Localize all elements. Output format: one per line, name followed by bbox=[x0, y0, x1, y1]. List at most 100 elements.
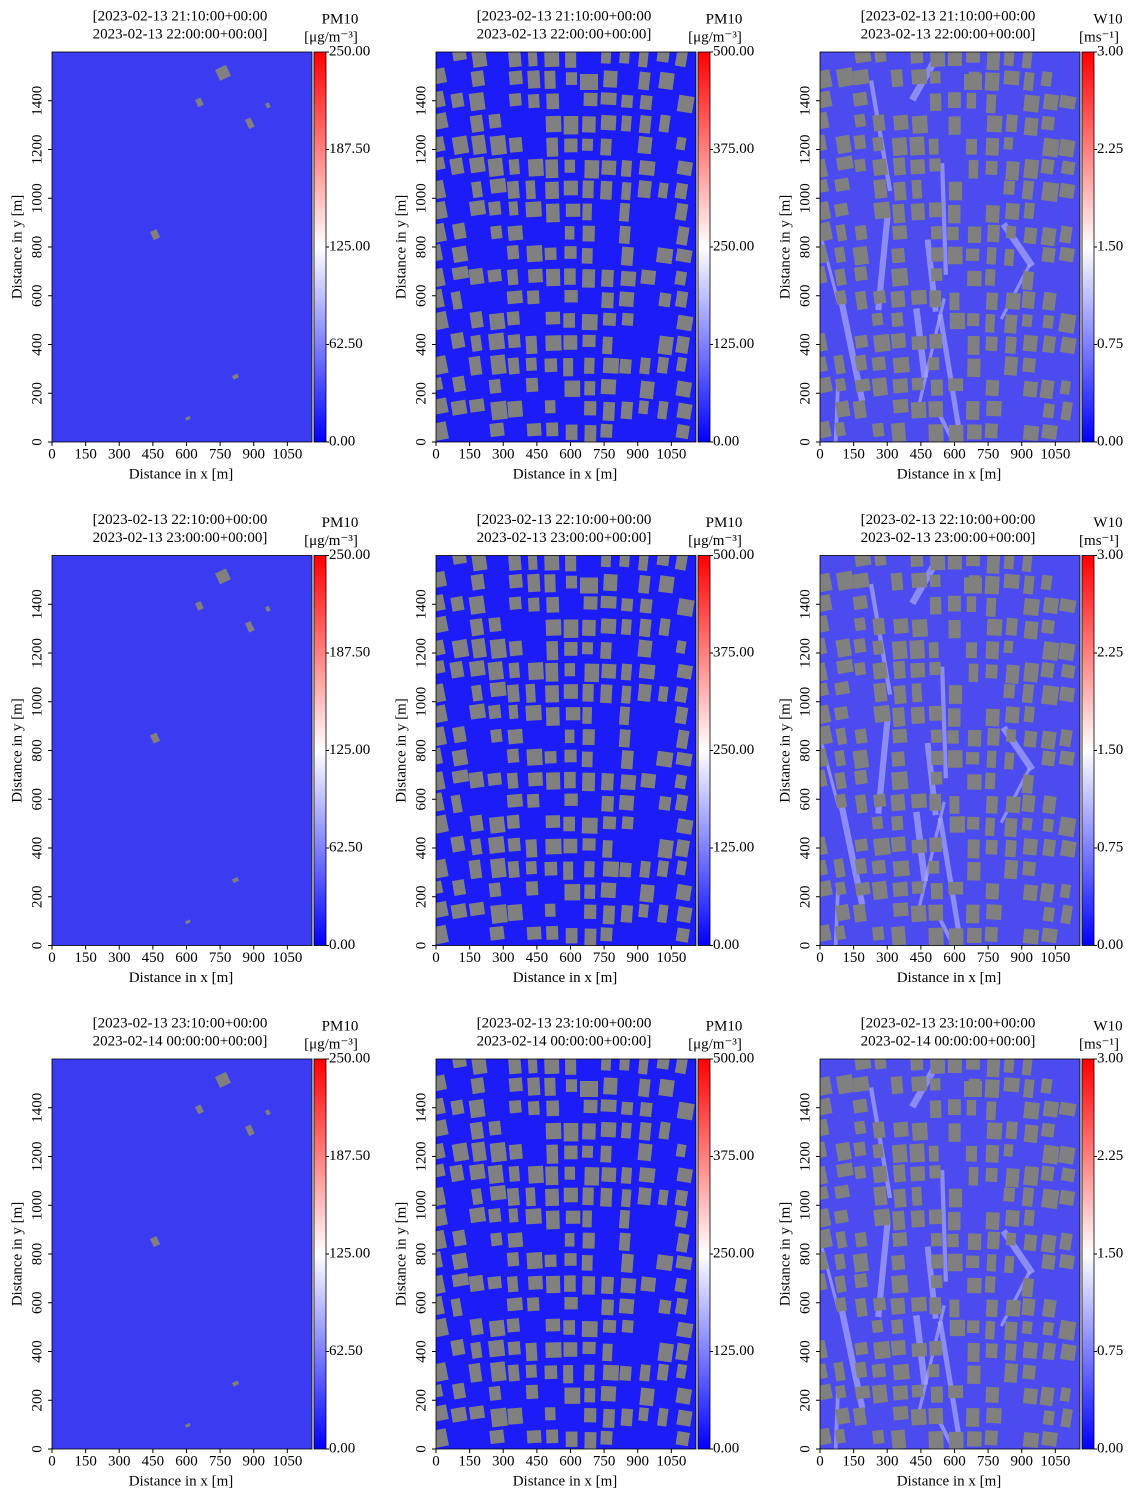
building bbox=[820, 769, 828, 788]
y-tick-label: 1000 bbox=[413, 183, 429, 213]
building bbox=[621, 312, 634, 327]
x-tick-label: 150 bbox=[842, 446, 865, 462]
building bbox=[1060, 1167, 1076, 1183]
y-tick-label: 400 bbox=[29, 837, 45, 860]
colorbar-tick-label: 187.50 bbox=[329, 1148, 370, 1164]
building bbox=[874, 1059, 887, 1070]
building bbox=[508, 1099, 522, 1114]
building bbox=[891, 267, 909, 287]
building bbox=[468, 1274, 485, 1293]
building bbox=[820, 69, 833, 90]
x-tick-label: 300 bbox=[876, 446, 899, 462]
building bbox=[985, 1101, 997, 1121]
building bbox=[602, 1319, 617, 1333]
colorbar-tick-label: 125.00 bbox=[713, 1343, 754, 1359]
building bbox=[601, 1167, 617, 1183]
building bbox=[1058, 642, 1076, 662]
building bbox=[1059, 225, 1073, 244]
building bbox=[506, 684, 520, 703]
building bbox=[195, 97, 204, 108]
building bbox=[564, 642, 578, 656]
panel-title: [2023-02-13 21:10:00+00:00 bbox=[861, 8, 1036, 24]
building bbox=[835, 1230, 848, 1249]
building bbox=[820, 1228, 833, 1250]
x-tick-label: 150 bbox=[458, 950, 481, 966]
building bbox=[1003, 180, 1016, 196]
building bbox=[871, 1363, 887, 1379]
building bbox=[911, 881, 924, 895]
building bbox=[620, 181, 632, 201]
x-tick-label: 0 bbox=[48, 1453, 56, 1469]
building bbox=[890, 836, 907, 853]
building bbox=[820, 1273, 828, 1291]
building bbox=[215, 1071, 231, 1088]
building bbox=[674, 52, 688, 68]
building bbox=[984, 314, 996, 333]
building bbox=[948, 708, 961, 727]
colorbar bbox=[1081, 555, 1095, 946]
building bbox=[489, 1184, 507, 1201]
building bbox=[618, 225, 631, 245]
building bbox=[244, 620, 255, 633]
y-tick-label: 1400 bbox=[29, 1093, 45, 1123]
building bbox=[852, 400, 867, 420]
building bbox=[984, 1321, 996, 1340]
building bbox=[853, 1141, 867, 1157]
building bbox=[984, 817, 996, 837]
building bbox=[468, 771, 485, 789]
building bbox=[527, 573, 541, 593]
building bbox=[965, 1407, 980, 1427]
building bbox=[930, 225, 943, 240]
building bbox=[891, 640, 908, 660]
colorbar-label: [μg/m⁻³] bbox=[688, 29, 742, 45]
building bbox=[1005, 664, 1020, 685]
building bbox=[600, 684, 613, 704]
building bbox=[436, 792, 445, 813]
building bbox=[545, 1122, 562, 1140]
colorbar bbox=[1081, 1058, 1095, 1450]
panel-title: [2023-02-13 21:10:00+00:00 bbox=[93, 8, 268, 24]
building bbox=[584, 1364, 595, 1381]
building bbox=[449, 660, 465, 679]
building bbox=[468, 595, 486, 615]
building bbox=[1022, 1387, 1039, 1405]
building bbox=[436, 1207, 448, 1227]
building bbox=[892, 728, 908, 744]
building bbox=[545, 311, 561, 325]
building bbox=[891, 1254, 906, 1271]
building bbox=[910, 1059, 924, 1071]
x-tick-label: 0 bbox=[48, 950, 56, 966]
wind-streak bbox=[937, 817, 962, 937]
building bbox=[1042, 818, 1055, 833]
x-tick-label: 600 bbox=[559, 1453, 582, 1469]
building bbox=[891, 422, 907, 442]
building bbox=[928, 1407, 944, 1425]
building bbox=[452, 726, 467, 744]
y-tick-label: 600 bbox=[29, 285, 45, 308]
building bbox=[965, 555, 981, 567]
building bbox=[600, 92, 617, 106]
colorbar-tick-label: 1.50 bbox=[1097, 1245, 1123, 1261]
building bbox=[1040, 115, 1056, 131]
building bbox=[1005, 1232, 1017, 1246]
panel-title: [2023-02-13 22:10:00+00:00 bbox=[93, 512, 268, 528]
building bbox=[1041, 750, 1056, 767]
building bbox=[928, 138, 939, 155]
y-tick-label: 0 bbox=[797, 1445, 813, 1453]
building bbox=[929, 333, 943, 349]
building bbox=[468, 1206, 487, 1224]
building bbox=[452, 222, 467, 240]
building bbox=[545, 1188, 560, 1207]
building bbox=[820, 572, 833, 593]
building bbox=[620, 115, 632, 132]
building bbox=[1059, 1343, 1077, 1362]
building bbox=[451, 1382, 467, 1400]
building bbox=[564, 268, 576, 285]
building bbox=[468, 1362, 483, 1383]
building bbox=[507, 52, 522, 68]
building bbox=[546, 137, 559, 157]
building bbox=[911, 1342, 928, 1357]
building bbox=[564, 1297, 578, 1310]
x-tick-label: 450 bbox=[910, 446, 933, 462]
building bbox=[949, 796, 960, 814]
